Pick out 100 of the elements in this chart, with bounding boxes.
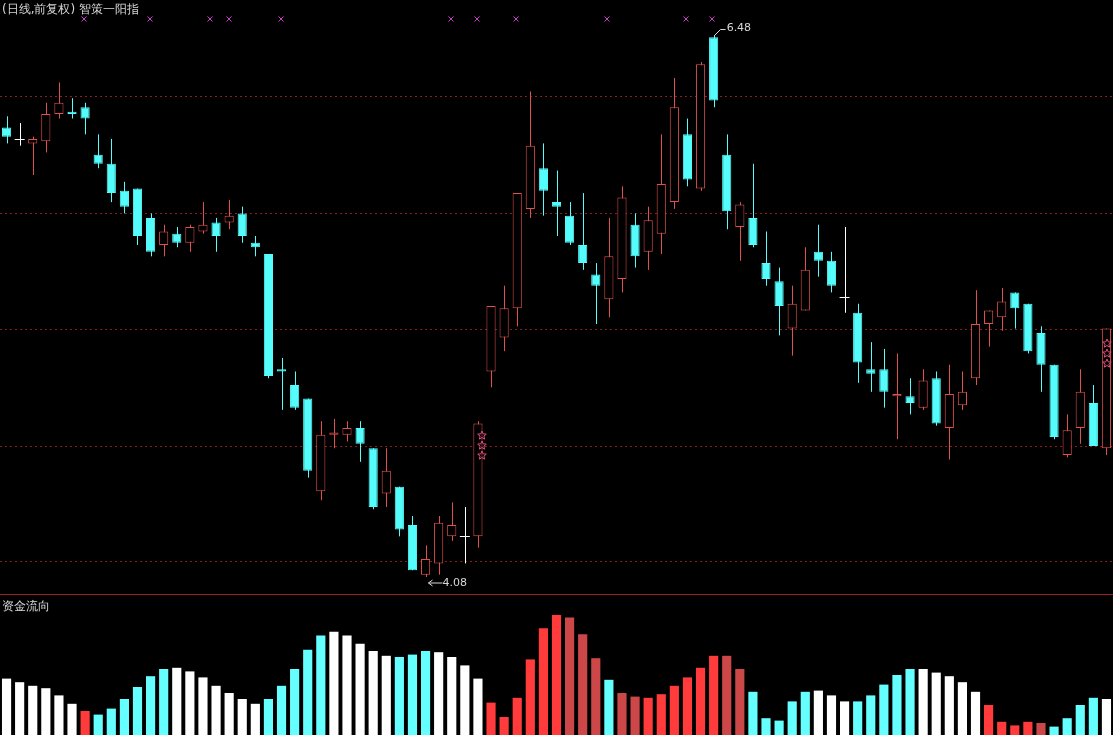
candlestick: [551, 170, 562, 237]
bar: [434, 652, 444, 735]
bar: [146, 676, 156, 735]
candlestick: [774, 267, 784, 336]
candlestick: [80, 102, 90, 135]
candlestick: [14, 122, 26, 147]
bar: [41, 688, 51, 735]
bar: [565, 617, 575, 735]
bar: [93, 714, 103, 735]
bar: [106, 708, 116, 735]
bar: [407, 654, 418, 735]
candlestick: [459, 506, 471, 564]
bar: [303, 649, 313, 735]
bar: [172, 667, 182, 735]
candlestick: [591, 262, 601, 325]
candlestick: [185, 224, 195, 253]
bar: [198, 677, 208, 735]
bar: [1088, 697, 1098, 735]
chart-title: (日线,前复权) 智策一阳指: [2, 1, 139, 18]
candlestick: [290, 370, 300, 411]
bar: [28, 685, 38, 735]
bar: [551, 615, 562, 735]
bar: [957, 682, 967, 735]
bar: [512, 697, 522, 735]
bar: [486, 702, 496, 735]
bar: [970, 691, 981, 735]
bar: [761, 718, 771, 735]
candlestick: [329, 418, 339, 449]
candlestick: [355, 420, 365, 463]
bar: [342, 635, 352, 735]
candlestick: [1, 115, 12, 144]
candlestick: [1062, 413, 1072, 458]
candlestick: [172, 226, 182, 248]
bar: [119, 699, 129, 735]
bar: [250, 703, 260, 735]
bar: [853, 701, 863, 735]
candlestick: [237, 206, 247, 244]
bar: [1, 678, 12, 735]
bar: [15, 682, 25, 735]
candlestick: [211, 217, 221, 253]
candlestick: [735, 201, 745, 262]
bar: [525, 659, 535, 735]
bar: [722, 655, 732, 735]
bar: [997, 721, 1007, 735]
bar: [355, 643, 365, 735]
annotation: 4.08: [442, 575, 468, 589]
bar: [132, 687, 143, 735]
candlestick: [198, 201, 208, 235]
text: 6.48: [726, 20, 752, 34]
candlestick: [826, 251, 837, 293]
bar: [368, 651, 378, 735]
bar: [643, 697, 653, 735]
bar: [866, 695, 876, 735]
bar: [1075, 705, 1085, 735]
bar: [159, 669, 169, 735]
bar: [276, 685, 287, 735]
bar: [329, 631, 339, 735]
bar: [879, 684, 889, 735]
bar: [54, 695, 64, 735]
chart-title: 资金流向: [2, 598, 50, 615]
bar: [774, 720, 784, 735]
bar: [316, 635, 326, 735]
candlestick: [997, 287, 1007, 332]
bar: [538, 628, 548, 735]
bar: [695, 667, 706, 735]
bar: [748, 691, 758, 735]
candlestick: [813, 224, 823, 278]
candlestick: [905, 377, 915, 415]
bar: [394, 657, 404, 735]
bar: [931, 672, 941, 735]
bar: [1062, 718, 1072, 735]
bar: [1101, 699, 1112, 735]
bar: [905, 669, 915, 735]
bar: [473, 678, 483, 735]
bar: [224, 693, 234, 735]
candlestick: [538, 142, 548, 217]
bar: [1049, 726, 1059, 735]
bar: [420, 651, 431, 735]
bar: [617, 693, 627, 735]
bar: [237, 699, 247, 735]
candlestick: [93, 133, 103, 169]
bar: [460, 665, 470, 735]
candlestick: [420, 544, 431, 578]
bar: [918, 669, 928, 735]
bar: [1010, 725, 1020, 735]
bar: [656, 694, 666, 735]
bar: [709, 655, 719, 735]
bar: [826, 695, 837, 735]
bar: [813, 690, 823, 735]
bar: [1036, 723, 1046, 735]
bar: [185, 671, 195, 735]
bar: [211, 685, 221, 735]
bar: [578, 634, 588, 735]
bar: [682, 677, 693, 735]
bar: [591, 658, 601, 735]
bar: [839, 701, 850, 735]
bar: [290, 669, 300, 735]
bar: [604, 679, 614, 735]
candlestick: [879, 348, 889, 409]
bar: [892, 675, 902, 735]
